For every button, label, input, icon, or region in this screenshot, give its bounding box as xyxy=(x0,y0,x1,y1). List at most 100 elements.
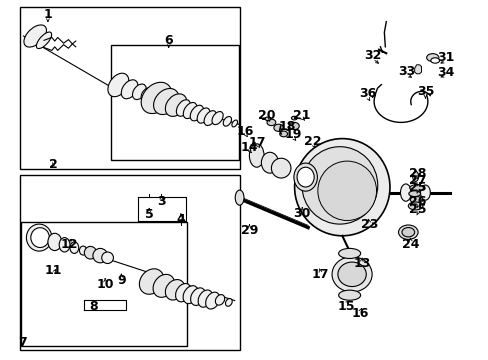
Ellipse shape xyxy=(205,292,219,309)
Ellipse shape xyxy=(121,80,138,99)
Text: 10: 10 xyxy=(96,278,114,291)
Ellipse shape xyxy=(338,248,360,258)
Text: 16: 16 xyxy=(351,307,368,320)
Ellipse shape xyxy=(302,147,377,224)
Ellipse shape xyxy=(407,202,422,210)
Ellipse shape xyxy=(271,158,290,178)
Ellipse shape xyxy=(426,54,438,62)
Ellipse shape xyxy=(289,122,299,130)
Text: 25: 25 xyxy=(408,203,426,216)
Text: 23: 23 xyxy=(360,219,377,231)
Text: 33: 33 xyxy=(397,65,415,78)
Text: 7: 7 xyxy=(18,336,27,349)
Bar xyxy=(20,7,239,169)
Ellipse shape xyxy=(31,228,49,248)
Ellipse shape xyxy=(176,100,190,116)
Ellipse shape xyxy=(412,171,418,181)
Text: 11: 11 xyxy=(45,264,62,276)
Ellipse shape xyxy=(108,73,128,97)
Ellipse shape xyxy=(190,288,205,305)
Ellipse shape xyxy=(153,274,174,297)
Ellipse shape xyxy=(338,290,360,300)
Text: 1: 1 xyxy=(43,8,52,21)
Ellipse shape xyxy=(408,191,420,197)
Ellipse shape xyxy=(420,185,429,200)
Text: 21: 21 xyxy=(293,109,310,122)
Text: 5: 5 xyxy=(144,208,153,221)
Ellipse shape xyxy=(197,108,209,123)
Ellipse shape xyxy=(249,144,264,167)
Text: 27: 27 xyxy=(408,174,426,187)
Text: 17: 17 xyxy=(311,268,328,281)
Ellipse shape xyxy=(223,117,231,126)
Ellipse shape xyxy=(409,197,422,203)
Ellipse shape xyxy=(93,248,107,263)
Ellipse shape xyxy=(141,82,171,113)
Ellipse shape xyxy=(400,184,410,201)
Text: 36: 36 xyxy=(358,87,376,100)
Ellipse shape xyxy=(141,88,152,101)
Text: 16: 16 xyxy=(236,125,254,138)
Ellipse shape xyxy=(337,262,366,287)
Text: 35: 35 xyxy=(416,85,433,98)
Ellipse shape xyxy=(317,161,376,220)
Ellipse shape xyxy=(70,242,79,253)
Ellipse shape xyxy=(59,238,70,252)
Text: 8: 8 xyxy=(89,300,98,313)
Ellipse shape xyxy=(24,25,46,47)
Ellipse shape xyxy=(183,286,198,303)
Ellipse shape xyxy=(183,103,197,118)
Ellipse shape xyxy=(293,163,317,191)
Text: 2: 2 xyxy=(49,158,58,171)
Ellipse shape xyxy=(198,290,212,307)
Ellipse shape xyxy=(261,152,278,173)
Ellipse shape xyxy=(231,120,237,127)
Ellipse shape xyxy=(266,119,275,126)
Ellipse shape xyxy=(36,32,52,49)
Ellipse shape xyxy=(235,190,244,205)
Text: 12: 12 xyxy=(61,238,78,251)
Ellipse shape xyxy=(175,284,191,302)
Ellipse shape xyxy=(139,269,163,294)
Text: 3: 3 xyxy=(157,195,165,208)
Ellipse shape xyxy=(165,280,184,300)
Ellipse shape xyxy=(409,185,423,191)
Text: 4: 4 xyxy=(176,213,185,226)
Bar xyxy=(20,175,239,350)
Text: 20: 20 xyxy=(257,109,275,122)
Text: 17: 17 xyxy=(248,136,266,149)
Ellipse shape xyxy=(132,84,146,100)
Text: 26: 26 xyxy=(408,195,426,208)
Ellipse shape xyxy=(296,167,313,187)
Ellipse shape xyxy=(102,252,113,264)
Ellipse shape xyxy=(48,233,61,251)
Ellipse shape xyxy=(398,225,417,239)
Text: 31: 31 xyxy=(436,51,454,64)
Text: 22: 22 xyxy=(304,135,321,148)
Text: 29: 29 xyxy=(240,224,258,237)
Text: 9: 9 xyxy=(117,274,125,287)
Ellipse shape xyxy=(264,117,270,121)
Text: 18: 18 xyxy=(278,120,296,132)
Bar xyxy=(111,45,238,160)
Ellipse shape xyxy=(410,185,421,201)
Ellipse shape xyxy=(291,116,297,120)
Polygon shape xyxy=(414,65,421,74)
Ellipse shape xyxy=(212,112,223,125)
Ellipse shape xyxy=(79,246,87,255)
Ellipse shape xyxy=(26,224,52,251)
Text: 30: 30 xyxy=(293,207,310,220)
Ellipse shape xyxy=(225,298,232,306)
Ellipse shape xyxy=(273,124,283,131)
Text: 24: 24 xyxy=(401,238,419,251)
Ellipse shape xyxy=(203,111,216,126)
Text: 28: 28 xyxy=(408,167,426,180)
Ellipse shape xyxy=(165,94,186,116)
Ellipse shape xyxy=(279,131,287,137)
Ellipse shape xyxy=(84,246,96,259)
Text: 15: 15 xyxy=(337,300,354,313)
Bar xyxy=(20,222,186,346)
Ellipse shape xyxy=(190,105,203,121)
Text: 6: 6 xyxy=(164,34,173,47)
Ellipse shape xyxy=(153,89,179,114)
